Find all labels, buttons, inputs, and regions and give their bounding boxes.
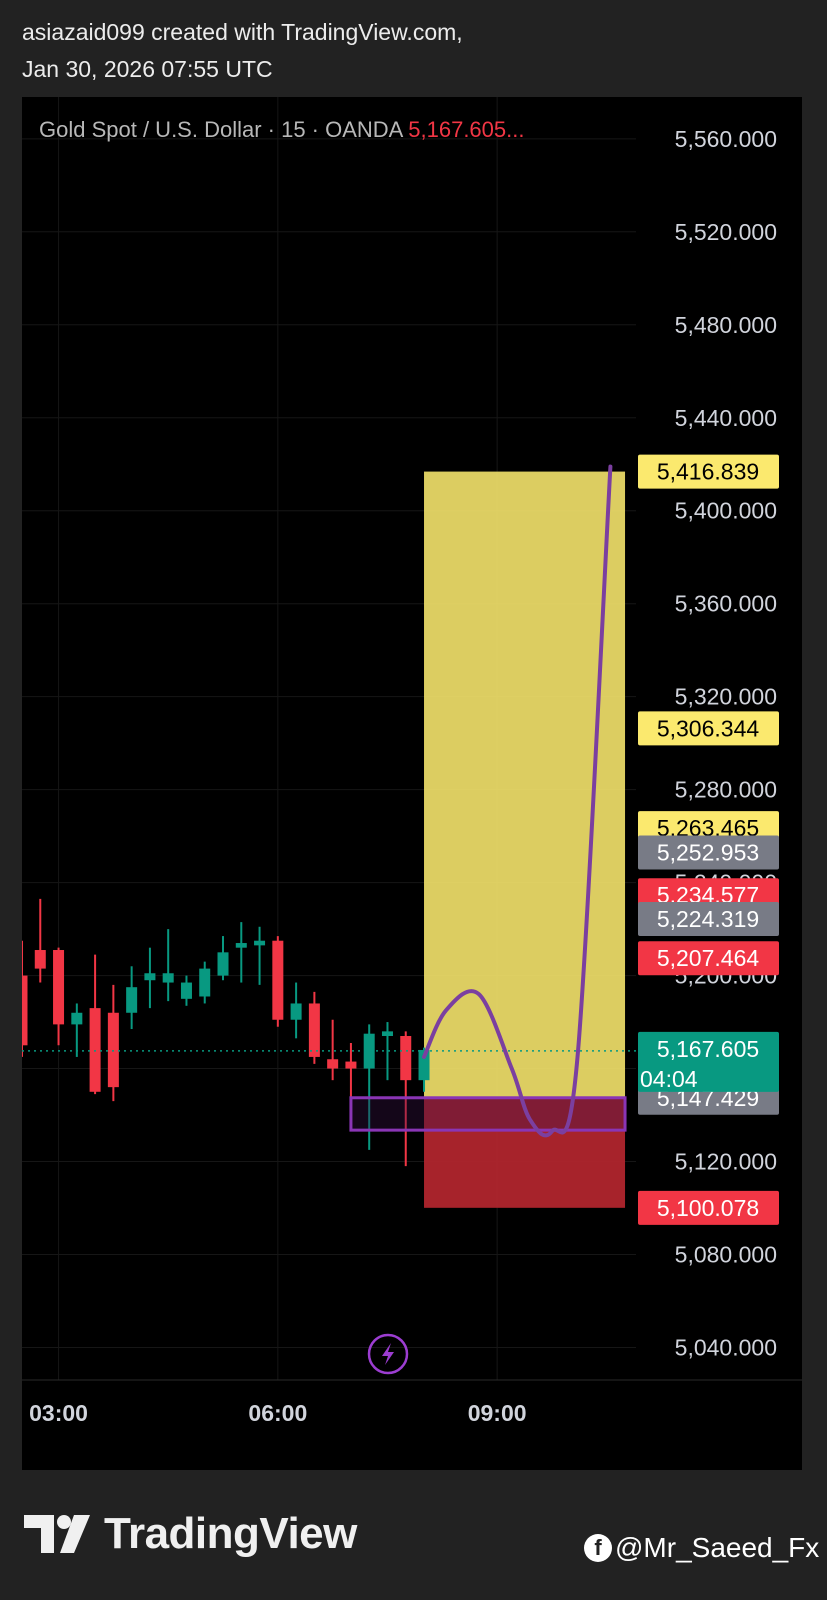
time-tick-label: 03:00 [29,1400,88,1426]
candle-body [34,950,46,969]
social-handle: f @Mr_Saeed_Fx [584,1532,819,1564]
candle-body [254,940,266,946]
lightning-icon [382,1343,394,1365]
candle-body [217,952,229,976]
tradingview-logo-icon [24,1515,90,1553]
candle-body [308,1003,320,1057]
tradingview-logo[interactable]: TradingView [24,1508,357,1560]
symbol-name: Gold Spot / U.S. Dollar · 15 · OANDA [39,117,403,142]
candle-body [126,987,138,1013]
candle-body [71,1012,83,1025]
tradingview-wordmark: TradingView [104,1509,357,1558]
price-tick-label: 5,360.000 [675,591,777,617]
candle-body [144,973,156,981]
candle-body [381,1031,393,1037]
price-label-text: 5,306.344 [657,715,760,741]
price-label-text: 5,252.953 [657,839,759,865]
target-zone [424,471,626,1098]
candle-body [363,1033,375,1069]
candle-body [22,975,28,1046]
candle-body [272,940,284,1020]
legend-price: 5,167.605... [408,117,525,142]
time-tick-label: 06:00 [248,1400,307,1426]
stop-loss-zone [424,1097,626,1208]
current-price-tag [638,1031,779,1092]
candle-body [89,1008,101,1092]
candle-body [199,968,211,997]
entry-box [349,1096,627,1132]
price-tick-label: 5,040.000 [675,1334,777,1360]
price-tick-label: 5,120.000 [675,1149,777,1175]
symbol-legend: Gold Spot / U.S. Dollar · 15 · OANDA 5,1… [39,117,524,143]
countdown-text: 04:04 [640,1066,698,1092]
candle-body [327,1059,339,1069]
price-tick-label: 5,400.000 [675,498,777,524]
price-tick-label: 5,440.000 [675,405,777,431]
timestamp-line: Jan 30, 2026 07:55 UTC [22,56,273,82]
price-tick-label: 5,480.000 [675,312,777,338]
candle-body [107,1012,119,1088]
facebook-icon: f [584,1534,612,1562]
candle-body [290,1003,302,1020]
social-handle-text: @Mr_Saeed_Fx [615,1532,820,1563]
price-label-tag [638,902,779,937]
price-tick-label: 5,560.000 [675,126,777,152]
price-label-text: 5,224.319 [657,906,759,932]
candlestick-chart[interactable]: 5,560.000 5,520.000 5,480.000 5,440.000 5,40… [22,97,802,1470]
price-label-text: 5,416.839 [657,459,759,485]
current-price-text: 5,167.605 [657,1036,759,1062]
candle-body [418,1049,430,1081]
candle-body [180,982,192,999]
candle-body [162,973,174,983]
replay-lightning-button[interactable] [367,1333,409,1375]
time-tick-label: 09:00 [468,1400,527,1426]
price-label-tag [638,835,779,870]
author-line: asiazaid099 created with TradingView.com… [22,19,463,45]
price-tick-label: 5,520.000 [675,219,777,245]
price-tick-label: 5,320.000 [675,684,777,710]
price-label-tag [638,941,779,976]
candle-body [345,1061,357,1069]
price-label-text: 5,100.078 [657,1195,759,1221]
price-label-text: 5,207.464 [657,945,760,971]
candle-body [235,943,247,948]
chart-area[interactable]: 5,560.000 5,520.000 5,480.000 5,440.000 5,40… [22,97,802,1470]
candle-body [53,950,65,1025]
price-label-tag [638,454,779,489]
price-tick-label: 5,080.000 [675,1241,777,1267]
projection-path [422,464,613,1138]
candle-body [400,1036,412,1081]
price-tick-label: 5,280.000 [675,777,777,803]
price-label-tag [638,1190,779,1225]
price-label-tag [638,711,779,746]
